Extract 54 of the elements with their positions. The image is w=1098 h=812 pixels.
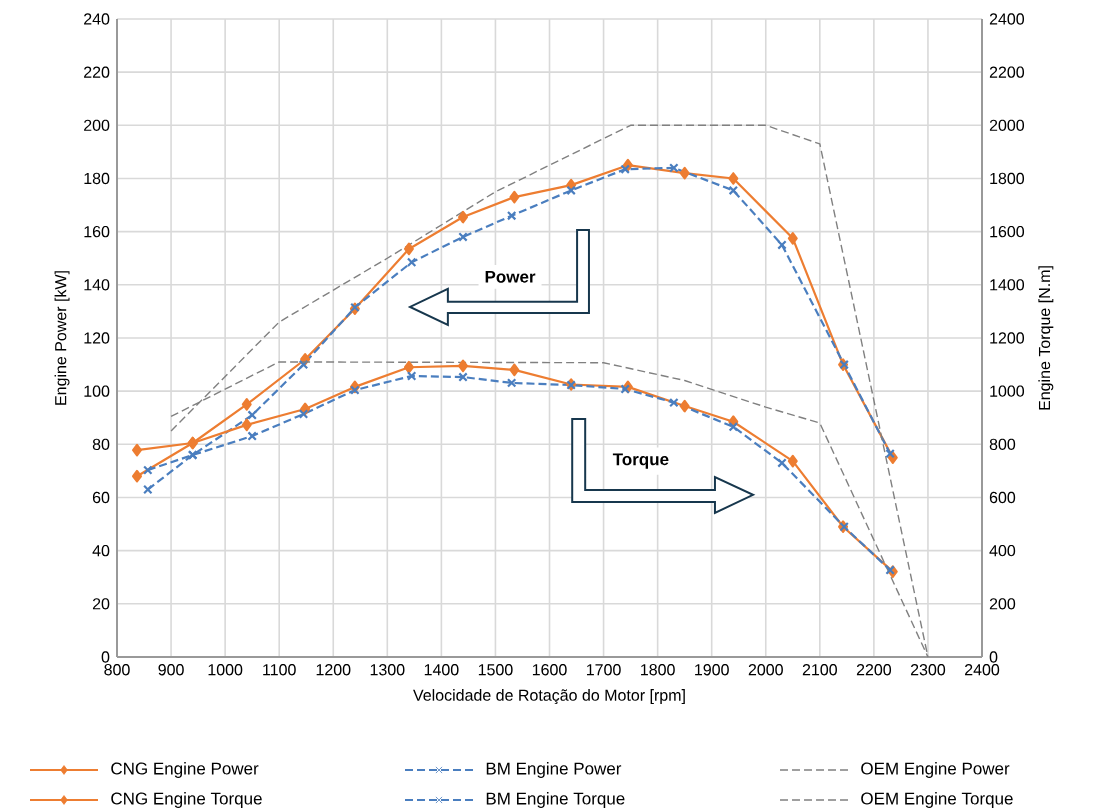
x-tick-label: 1400 [424, 664, 459, 676]
legend-label: OEM Engine Torque [861, 792, 1013, 808]
y-tick-label: 200 [84, 119, 110, 131]
x-tick-label: 1000 [208, 664, 243, 676]
y2-tick-label: 200 [989, 598, 1016, 610]
x-tick-label: 1800 [641, 664, 675, 676]
x-tick-label: 1500 [478, 664, 513, 676]
x-tick-label: 2200 [856, 664, 892, 676]
y-tick-label: 240 [84, 13, 110, 25]
x-tick-label: 1600 [532, 664, 567, 676]
y-tick-label: 220 [84, 66, 110, 78]
y2-tick-label: 1600 [990, 225, 1025, 238]
x-tick-label: 800 [104, 664, 130, 676]
legend-label: CNG Engine Torque [111, 792, 262, 808]
y2-tick-label: 600 [989, 491, 1016, 504]
x-tick-label: 1900 [695, 664, 729, 676]
y2-tick-label: 2200 [989, 66, 1025, 78]
x-axis-title: Velocidade de Rotação do Motor [rpm] [413, 689, 685, 705]
y2-tick-label: 1400 [990, 279, 1025, 291]
y2-tick-label: 1000 [990, 385, 1025, 397]
y2-tick-label: 2000 [989, 119, 1025, 131]
y2-tick-label: 400 [989, 544, 1016, 557]
y2-axis-title: Engine Torque [N.m] [1038, 266, 1054, 410]
y-tick-label: 40 [92, 544, 110, 557]
legend-label: BM Engine Power [486, 762, 622, 778]
legend-label: BM Engine Torque [486, 792, 625, 808]
x-tick-label: 1700 [586, 664, 621, 676]
y-tick-label: 160 [84, 225, 110, 238]
y-tick-label: 120 [84, 332, 110, 344]
y2-tick-label: 2400 [989, 13, 1025, 25]
y-axis-title: Engine Power [kW] [54, 271, 70, 405]
y-tick-label: 180 [84, 172, 110, 185]
x-tick-label: 2100 [802, 664, 837, 676]
x-tick-label: 2300 [910, 664, 946, 676]
annotation: Torque [612, 453, 669, 469]
y-tick-label: 140 [84, 279, 110, 291]
legend-label: CNG Engine Power [111, 762, 259, 778]
y-tick-label: 60 [92, 491, 110, 504]
x-tick-label: 1200 [316, 664, 351, 676]
y-tick-label: 20 [92, 598, 110, 610]
y2-tick-label: 1200 [990, 332, 1025, 344]
x-tick-label: 900 [158, 664, 184, 676]
y2-tick-label: 1800 [990, 172, 1025, 185]
x-tick-label: 2000 [748, 664, 783, 676]
x-tick-label: 1100 [263, 664, 296, 676]
y2-tick-label: 800 [989, 438, 1016, 450]
y-tick-label: 80 [92, 438, 110, 450]
x-tick-label: 2400 [965, 664, 1000, 676]
x-tick-label: 1300 [370, 664, 405, 676]
y-tick-label: 0 [101, 651, 110, 663]
annotation: Power [485, 270, 536, 283]
y2-tick-label: 0 [989, 651, 998, 663]
y-tick-label: 100 [84, 385, 110, 397]
legend-label: OEM Engine Power [861, 762, 1010, 778]
